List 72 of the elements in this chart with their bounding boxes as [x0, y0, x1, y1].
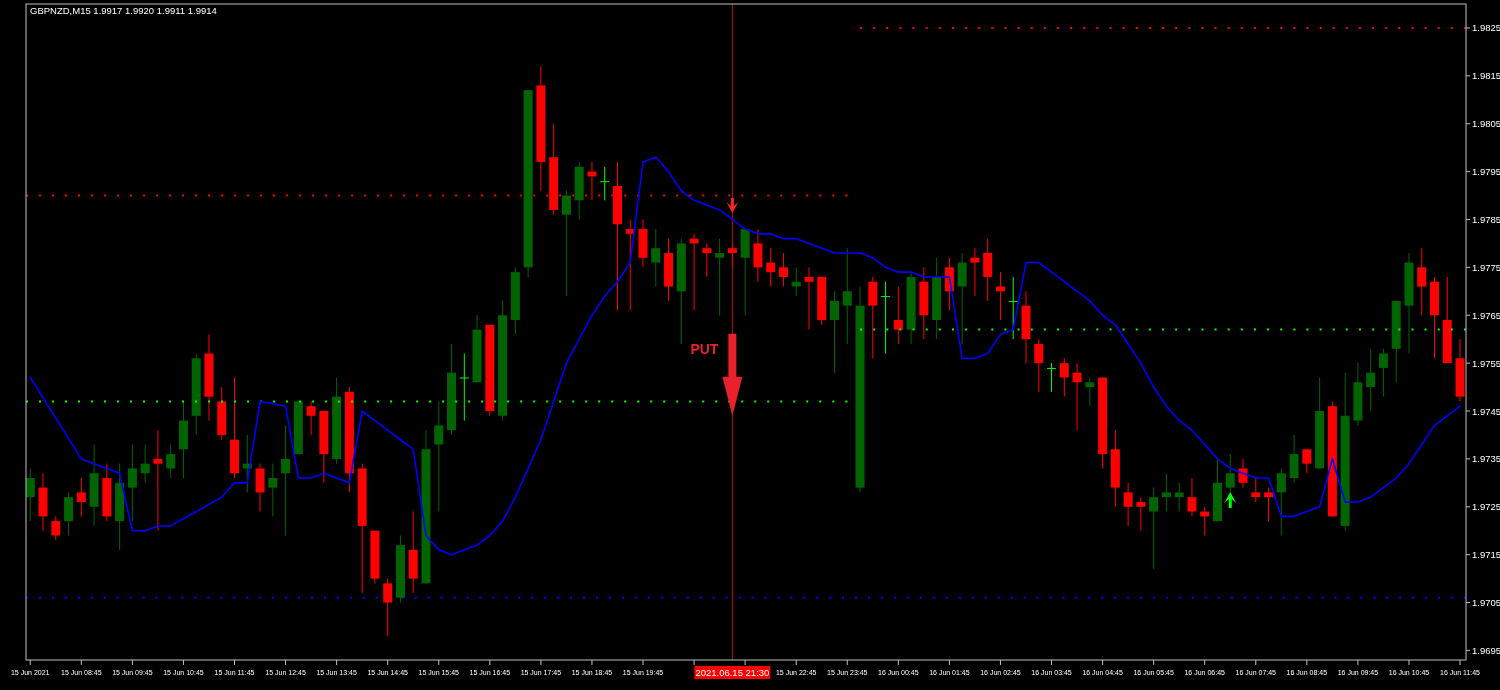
candlestick: [727, 242, 737, 268]
candlestick: [383, 578, 393, 637]
y-tick-label: 1.9745: [1472, 405, 1500, 417]
candlestick: [1085, 376, 1095, 407]
y-tick-label: 1.9705: [1472, 597, 1500, 609]
candlestick: [804, 266, 814, 331]
candlestick: [1136, 496, 1146, 532]
candlestick: [1302, 448, 1312, 474]
candlestick: [970, 247, 980, 297]
y-tick-label: 1.9715: [1472, 549, 1500, 561]
y-tick-label: 1.9765: [1472, 309, 1500, 321]
candlestick: [459, 353, 469, 422]
annotation: PUT: [690, 340, 719, 357]
candlestick: [1149, 487, 1159, 570]
ref-line-label: 2021.06.15 21:30: [695, 667, 770, 678]
candlestick: [715, 238, 725, 316]
y-tick-label: 1.9775: [1472, 261, 1500, 273]
candlestick: [153, 429, 163, 532]
y-tick-label: 1.9695: [1472, 644, 1500, 656]
candlestick: [830, 290, 840, 374]
candlestick: [702, 242, 712, 278]
candlestick: [281, 424, 291, 536]
candlestick: [1378, 348, 1388, 398]
candlestick: [1008, 276, 1018, 340]
candlestick: [1059, 357, 1069, 398]
candlestick: [1238, 458, 1248, 489]
chart-title: GBPNZD,M15 1.9917 1.9920 1.9911 1.9914: [30, 5, 217, 16]
y-tick-label: 1.9785: [1472, 213, 1500, 225]
y-tick-label: 1.9795: [1472, 166, 1500, 178]
y-tick-label: 1.9725: [1472, 501, 1500, 513]
candlestick: [753, 228, 763, 283]
candlestick: [268, 463, 278, 517]
candlestick: [1072, 362, 1082, 431]
y-tick-label: 1.9755: [1472, 357, 1500, 369]
candlestick: [1276, 467, 1286, 536]
candlestick: [1034, 338, 1044, 393]
candlestick: [766, 247, 776, 288]
candlestick: [1161, 472, 1171, 513]
candlestick: [1225, 453, 1235, 493]
candlestick: [651, 228, 661, 288]
candlestick: [983, 238, 993, 302]
candlestick: [868, 276, 878, 359]
candlestick: [957, 252, 967, 345]
candlestick: [600, 166, 610, 201]
y-tick-label: 1.9735: [1472, 453, 1500, 465]
candlestick: [1264, 487, 1274, 522]
candlestick: [1047, 362, 1057, 393]
candlestick: [1174, 482, 1184, 513]
candlestick: [127, 444, 137, 522]
candlestick: [1289, 434, 1299, 484]
candlestick: [166, 444, 176, 479]
candlestick: [140, 444, 150, 484]
candlestick: [778, 252, 788, 288]
candlestick: [76, 477, 86, 517]
candlestick: [1251, 477, 1261, 503]
candlestick: [306, 400, 316, 436]
line-series: [29, 156, 1461, 556]
candlestick: [1417, 247, 1427, 316]
candlestick: [842, 247, 852, 345]
candlestick: [1123, 482, 1133, 527]
candlestick: [791, 266, 801, 297]
y-tick-label: 1.9825: [1472, 22, 1500, 34]
candlestick: [1366, 348, 1376, 412]
y-tick-label: 1.9805: [1472, 118, 1500, 130]
candlestick: [64, 491, 74, 536]
candlestick: [561, 190, 571, 297]
candlestick: [255, 463, 265, 513]
candlestick: [434, 400, 444, 513]
y-tick-label: 1.9815: [1472, 70, 1500, 82]
candlestick: [893, 286, 903, 345]
candlestick: [1187, 477, 1197, 517]
candlestick: [51, 515, 61, 541]
